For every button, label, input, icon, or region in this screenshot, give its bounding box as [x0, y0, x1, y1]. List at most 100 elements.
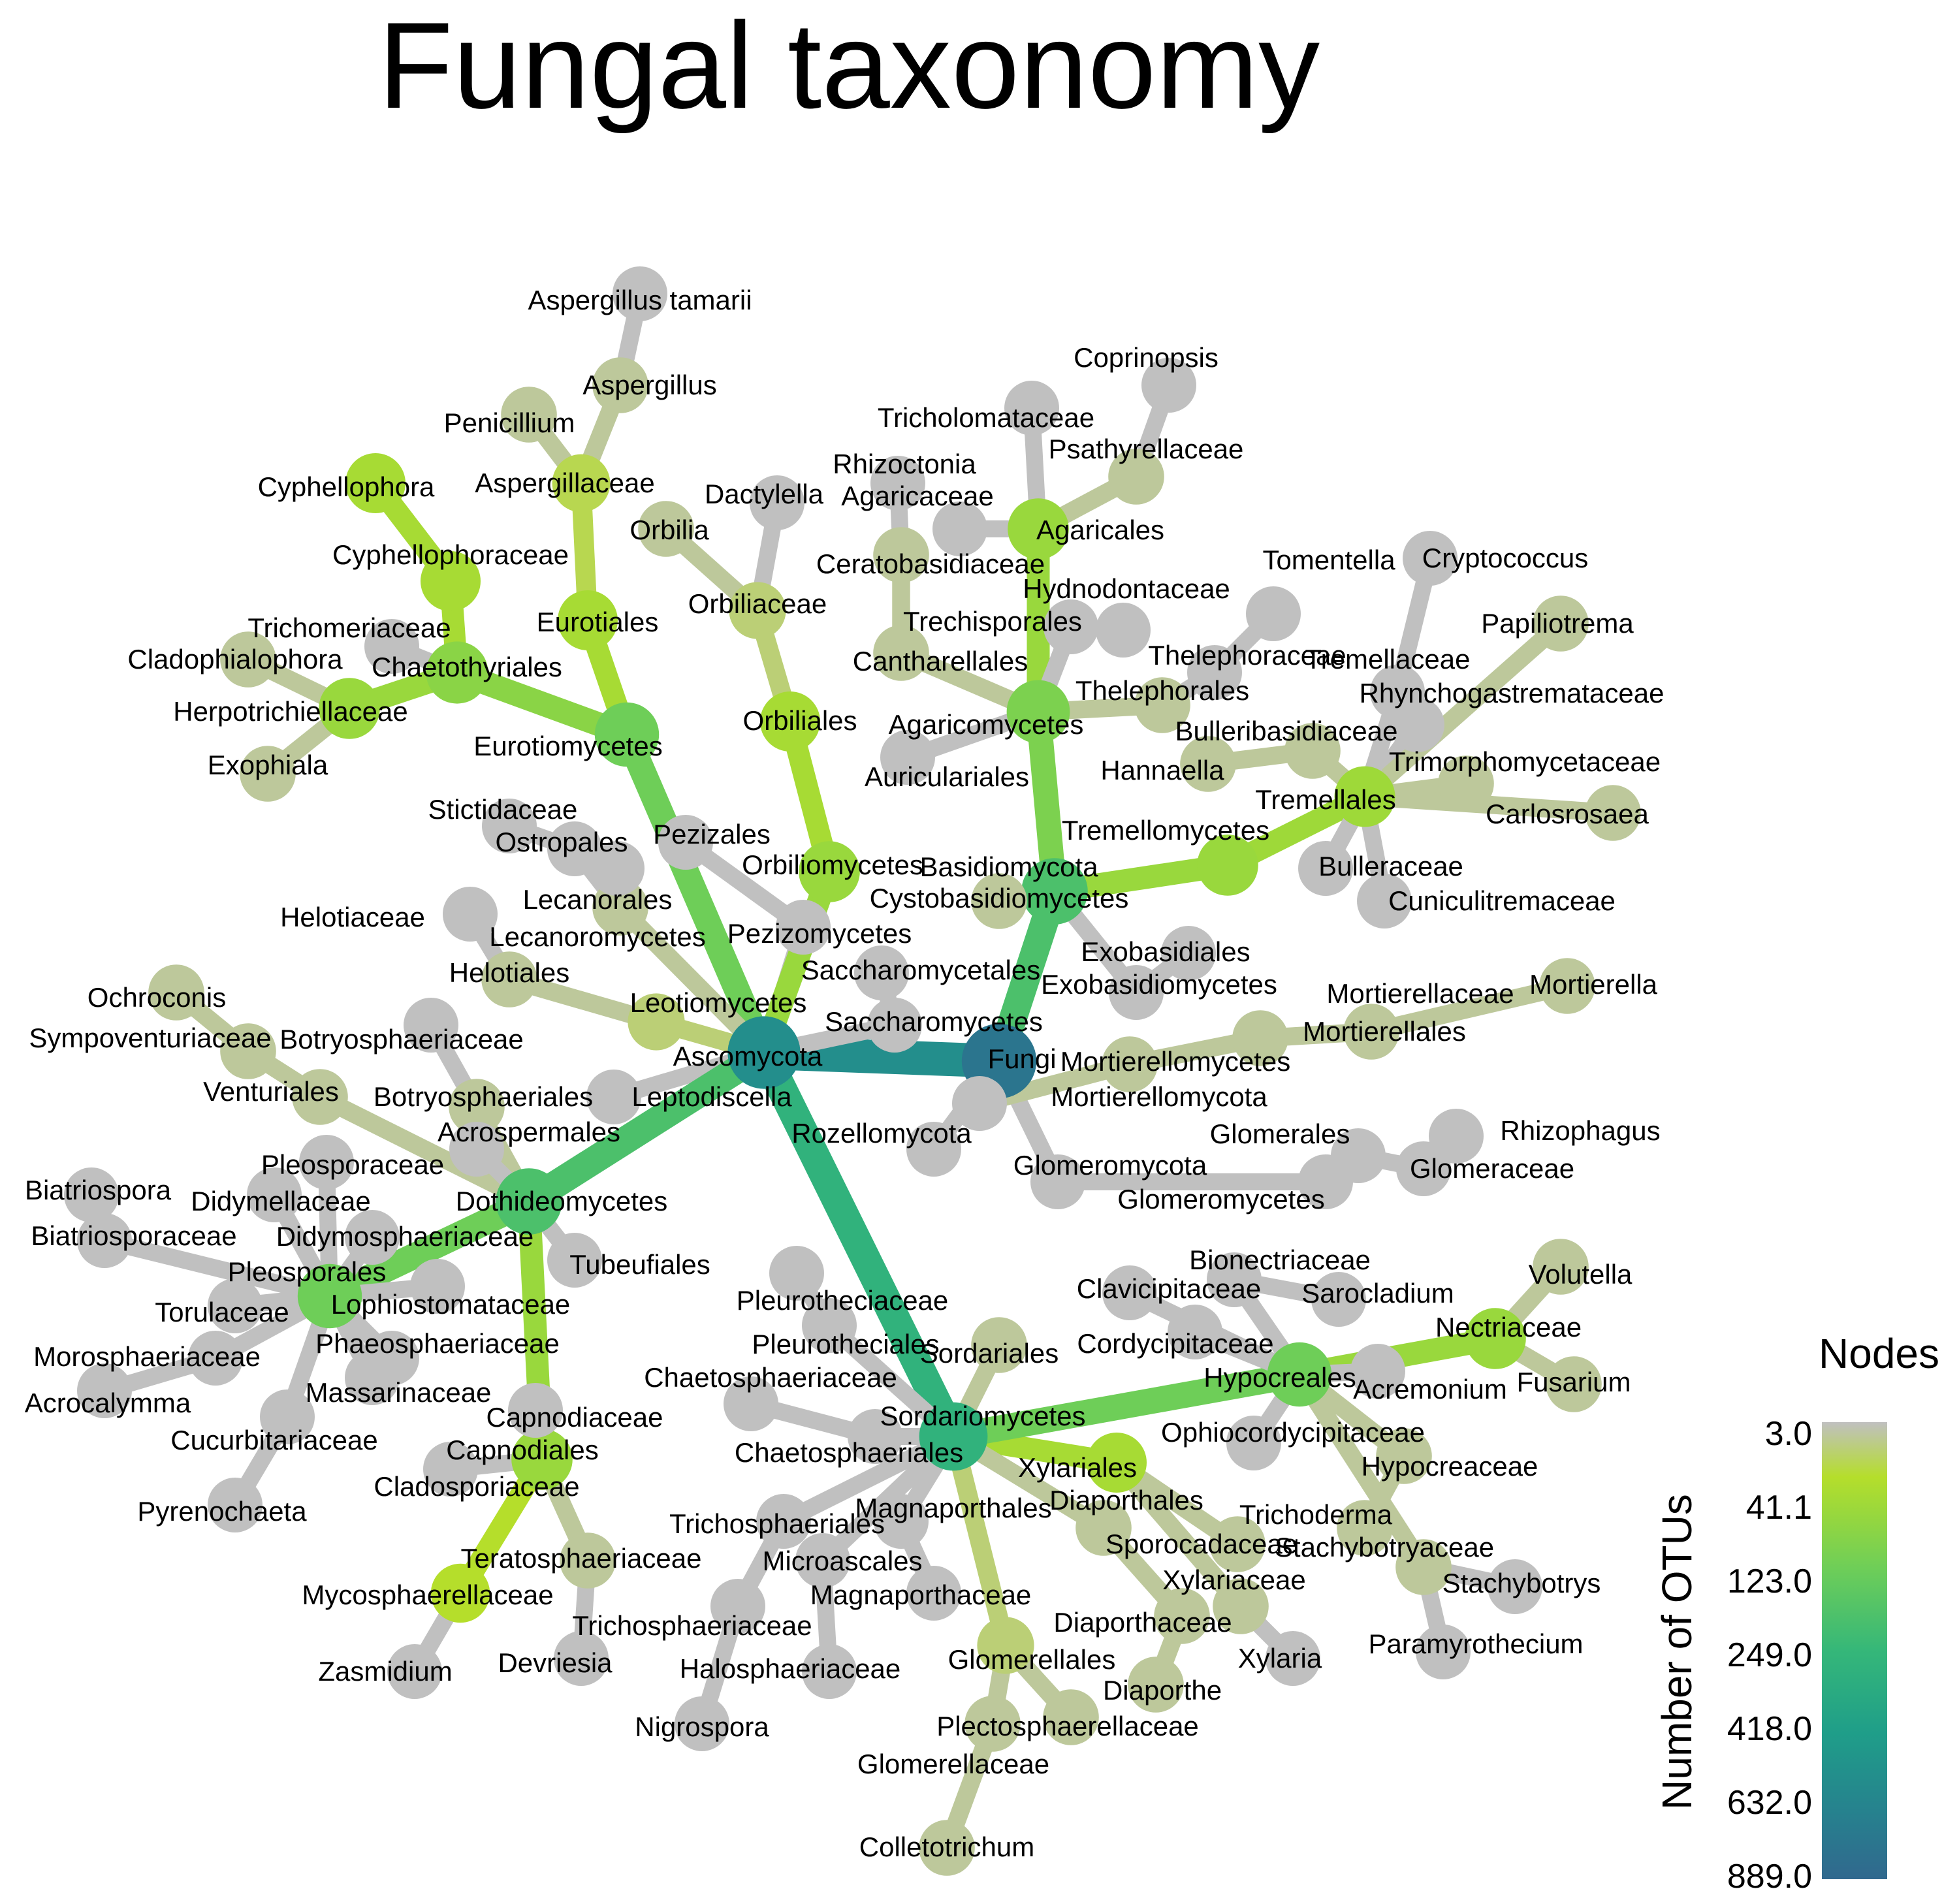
- node-label: Dothideomycetes: [456, 1186, 668, 1216]
- tree-node: [1357, 874, 1412, 928]
- tree-node: [1533, 1239, 1589, 1295]
- tree-node: [1438, 755, 1494, 812]
- node-label: Morosphaeriaceae: [33, 1341, 261, 1372]
- node-label: Pezizomycetes: [727, 918, 912, 949]
- node-label: Trichosphaeriaceae: [572, 1610, 812, 1641]
- node-label: Zasmidium: [318, 1656, 452, 1687]
- node-label: Colletotrichum: [859, 1832, 1034, 1862]
- node-label: Agaricales: [1036, 515, 1164, 545]
- node-label: Cystobasidiomycetes: [870, 883, 1129, 913]
- tree-edge: [317, 1188, 542, 1309]
- node-label: Fusarium: [1516, 1367, 1631, 1397]
- tree-node: [1128, 1657, 1184, 1713]
- tree-node: [1376, 1428, 1432, 1484]
- tree-node: [1075, 1500, 1132, 1556]
- node-label: Mortierellales: [1303, 1016, 1466, 1047]
- node-label: Acremonium: [1353, 1374, 1507, 1404]
- node-label: Diaporthales: [1049, 1485, 1203, 1515]
- node-label: Bionectriaceae: [1189, 1245, 1371, 1275]
- tree-node: [795, 1533, 850, 1588]
- legend-axis-label: Number of OTUs: [1653, 1494, 1700, 1810]
- node-label: Stachybotrys: [1442, 1568, 1601, 1598]
- node-label: Ascomycota: [673, 1041, 823, 1071]
- node-label: Magnaporthaceae: [810, 1579, 1032, 1610]
- tree-node: [240, 746, 296, 802]
- tree-node: [1343, 1004, 1399, 1060]
- tree-node: [449, 1079, 505, 1135]
- node-label: Botryosphaeriaceae: [279, 1024, 524, 1055]
- tree-node: [345, 453, 406, 513]
- tree-node: [675, 1696, 729, 1751]
- node-label: Pleurotheciaceae: [737, 1285, 949, 1316]
- legend-tick-label: 123.0: [1727, 1563, 1812, 1600]
- node-label: Tremellaceae: [1305, 644, 1471, 674]
- legend-tick-label: 41.1: [1746, 1489, 1812, 1527]
- tree-node: [1004, 381, 1059, 436]
- tree-node: [1030, 1154, 1085, 1209]
- node-label: Ceratobasidiaceae: [816, 548, 1045, 579]
- tree-node: [297, 1263, 362, 1329]
- node-label: Glomeromycota: [1013, 1150, 1207, 1181]
- node-label: Rhizoctonia: [833, 449, 976, 479]
- tree-node: [802, 1298, 857, 1353]
- node-label: Volutella: [1529, 1259, 1632, 1290]
- tree-node: [64, 1167, 119, 1222]
- node-label: Agaricaceae: [841, 481, 993, 511]
- node-label: Exophiala: [208, 750, 328, 780]
- tree-node: [802, 1644, 857, 1699]
- tree-edge: [1356, 614, 1570, 806]
- tree-node: [1267, 1342, 1332, 1407]
- tree-node: [1246, 586, 1301, 641]
- tree-node: [919, 1820, 975, 1876]
- tree-node: [638, 501, 694, 557]
- node-label: Cantharellales: [853, 646, 1028, 676]
- tree-node: [208, 1478, 263, 1532]
- tree-edge: [96, 1232, 338, 1305]
- tree-node: [594, 702, 660, 767]
- node-label: Herpotrichiellaceae: [173, 696, 408, 727]
- node-label: Orbiliales: [742, 705, 857, 736]
- tree-node: [1161, 926, 1216, 981]
- tree-node: [932, 501, 987, 556]
- tree-node: [319, 678, 380, 739]
- tree-node: [1141, 358, 1196, 413]
- tree-node: [1043, 1689, 1099, 1745]
- node-label: Acrospermales: [438, 1117, 620, 1147]
- node-label: Bulleribasidiaceae: [1175, 716, 1398, 746]
- node-label: Bulleraceae: [1318, 851, 1463, 881]
- node-label: Pezizales: [653, 819, 771, 849]
- tree-node: [1350, 1344, 1405, 1399]
- tree-edge: [311, 1088, 538, 1211]
- node-label: Aspergillus: [582, 370, 716, 400]
- node-label: Orbilia: [629, 515, 709, 545]
- tree-node: [906, 1122, 961, 1177]
- tree-node: [1298, 841, 1353, 896]
- node-label: Ochroconis: [88, 982, 226, 1013]
- node-label: Hannaella: [1100, 755, 1224, 785]
- tree-node: [148, 964, 204, 1021]
- tree-node: [1284, 723, 1341, 779]
- tree-node: [443, 887, 498, 942]
- node-label: Mortierellomycota: [1051, 1081, 1267, 1112]
- tree-node: [1006, 680, 1070, 744]
- tree-node: [1226, 1416, 1281, 1470]
- legend-tick-label: 889.0: [1727, 1858, 1812, 1896]
- tree-node: [410, 1259, 465, 1314]
- tree-node: [1403, 531, 1457, 586]
- node-label: Teratosphaeriaceae: [461, 1543, 702, 1574]
- tree-node: [1102, 1265, 1157, 1320]
- tree-node: [848, 1409, 902, 1464]
- tree-node: [1168, 1305, 1222, 1359]
- node-label: Stachybotryaceae: [1275, 1532, 1494, 1563]
- tree-node: [1311, 1272, 1366, 1327]
- node-label: Lecanorales: [523, 884, 673, 915]
- tree-node: [1232, 1010, 1288, 1066]
- legend: Nodes Number of OTUs 3.0 41.1 123.0 249.0 41…: [1653, 1330, 1939, 1896]
- node-label: Hypocreales: [1203, 1362, 1356, 1393]
- node-label: Massarinaceae: [306, 1377, 492, 1408]
- node-label: Plectosphaerellaceae: [936, 1711, 1199, 1741]
- tree-node: [508, 1383, 563, 1438]
- node-label: Phaeosphaeriaceae: [315, 1328, 560, 1359]
- tree-node: [511, 1429, 573, 1490]
- tree-node: [1207, 1252, 1262, 1307]
